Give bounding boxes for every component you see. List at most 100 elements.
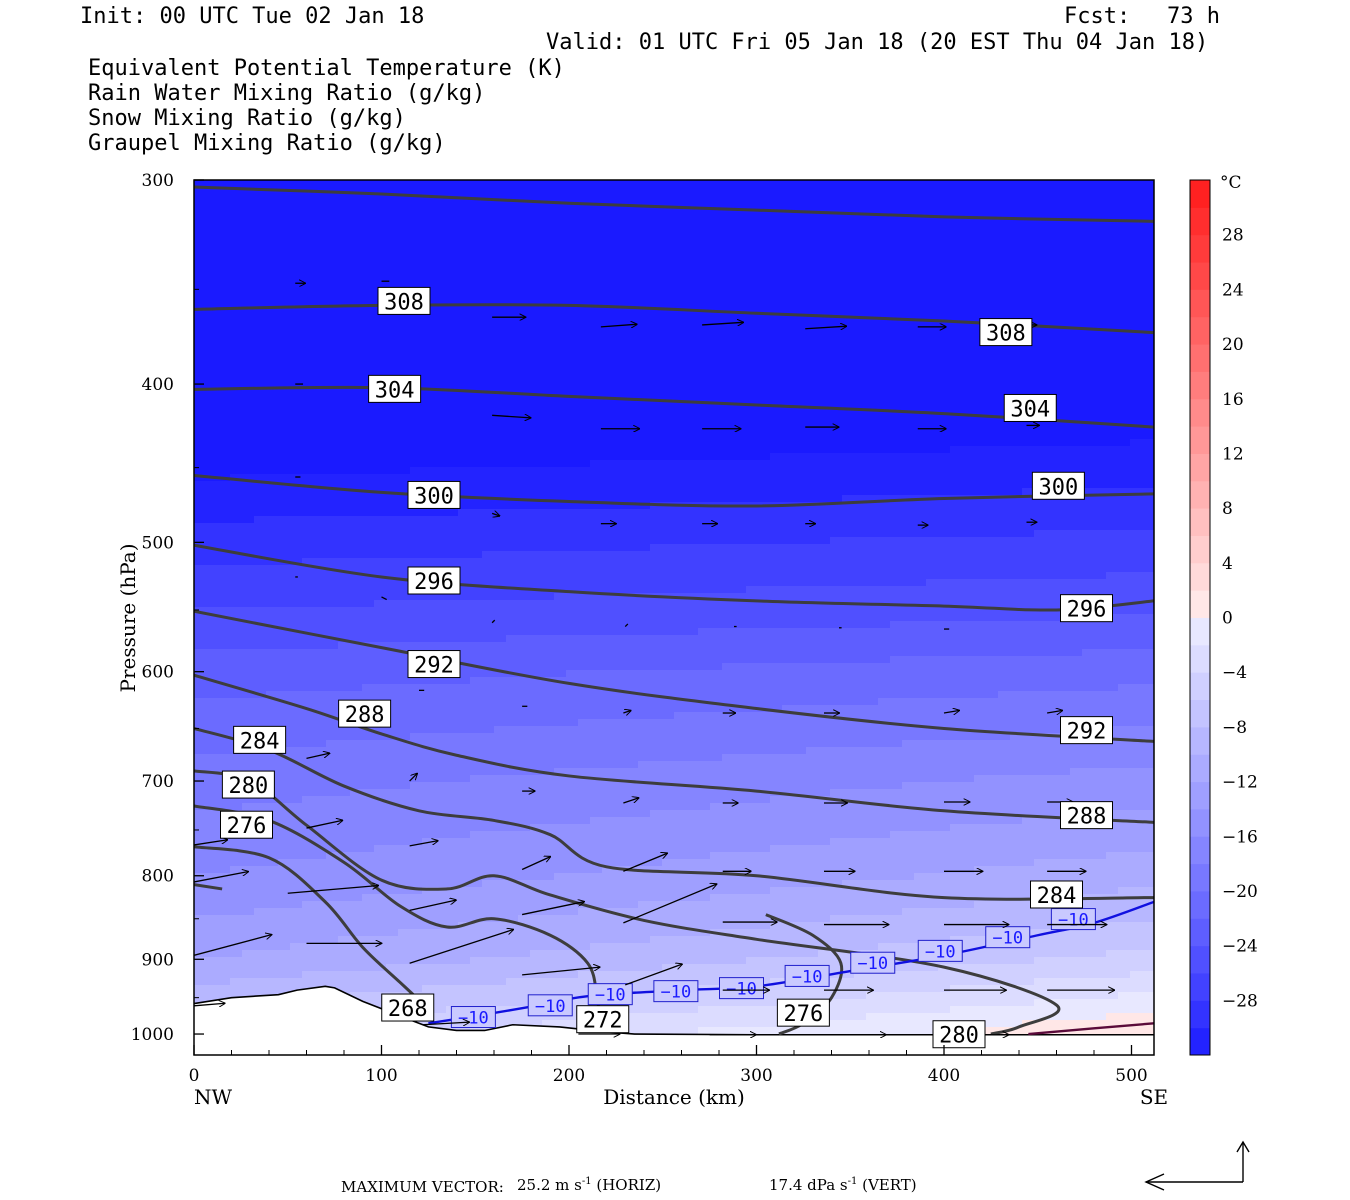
shade-cell — [926, 348, 939, 356]
shade-cell — [422, 460, 435, 468]
shade-cell — [770, 327, 783, 335]
shade-cell — [422, 327, 435, 335]
shade-cell — [1046, 313, 1059, 321]
shade-cell — [362, 292, 375, 300]
shade-cell — [986, 355, 999, 363]
shade-cell — [1118, 551, 1131, 559]
shade-cell — [458, 418, 471, 426]
shade-cell — [866, 257, 879, 265]
shade-cell — [914, 593, 927, 601]
shade-cell — [278, 215, 291, 223]
shade-cell — [434, 411, 447, 419]
shade-cell — [242, 320, 255, 328]
shade-cell — [1094, 495, 1107, 503]
shade-cell — [254, 369, 267, 377]
shade-cell — [554, 320, 567, 328]
shade-cell — [1094, 271, 1107, 279]
shade-cell — [554, 600, 567, 608]
shade-cell — [842, 271, 855, 279]
shade-cell — [1094, 481, 1107, 489]
shade-cell — [614, 250, 627, 258]
shade-cell — [782, 439, 795, 447]
shade-cell — [998, 187, 1011, 195]
shade-cell — [602, 439, 615, 447]
shade-cell — [326, 229, 339, 237]
shade-cell — [1070, 390, 1083, 398]
shade-cell — [854, 565, 867, 573]
shade-cell — [626, 257, 639, 265]
shade-cell — [458, 369, 471, 377]
shade-cell — [650, 229, 663, 237]
shade-cell — [1082, 439, 1095, 447]
shade-cell — [218, 439, 231, 447]
shade-cell — [830, 425, 843, 433]
shade-cell — [194, 250, 207, 258]
shade-cell — [518, 544, 531, 552]
shade-cell — [878, 278, 891, 286]
shade-cell — [494, 586, 507, 594]
shade-cell — [194, 257, 207, 265]
shade-cell — [398, 229, 411, 237]
shade-cell — [938, 565, 951, 573]
shade-cell — [422, 523, 435, 531]
shade-cell — [950, 327, 963, 335]
shade-cell — [542, 348, 555, 356]
shade-cell — [830, 243, 843, 251]
shade-cell — [782, 418, 795, 426]
shade-cell — [806, 285, 819, 293]
shade-cell — [1082, 320, 1095, 328]
shade-cell — [890, 250, 903, 258]
shade-cell — [194, 446, 207, 454]
shade-cell — [506, 418, 519, 426]
shade-cell — [638, 544, 651, 552]
shade-cell — [1082, 187, 1095, 195]
shade-cell — [818, 285, 831, 293]
shade-cell — [926, 299, 939, 307]
shade-cell — [590, 194, 603, 202]
shade-cell — [830, 397, 843, 405]
shade-cell — [1046, 264, 1059, 272]
shade-cell — [758, 341, 771, 349]
shade-cell — [578, 530, 591, 538]
shade-cell — [230, 390, 243, 398]
shade-cell — [1106, 264, 1119, 272]
shade-cell — [362, 425, 375, 433]
shade-cell — [1058, 278, 1071, 286]
shade-cell — [746, 229, 759, 237]
shade-cell — [986, 404, 999, 412]
shade-cell — [1046, 201, 1059, 209]
shade-cell — [542, 208, 555, 216]
shade-cell — [770, 579, 783, 587]
shade-cell — [842, 285, 855, 293]
shade-cell — [674, 607, 687, 615]
shade-cell — [602, 432, 615, 440]
shade-cell — [758, 425, 771, 433]
shade-cell — [902, 516, 915, 524]
shade-cell — [938, 551, 951, 559]
shade-cell — [218, 299, 231, 307]
shade-cell — [566, 600, 579, 608]
shade-cell — [434, 537, 447, 545]
shade-cell — [518, 516, 531, 524]
shade-cell — [974, 348, 987, 356]
shade-cell — [434, 264, 447, 272]
shade-cell — [194, 614, 207, 622]
shade-cell — [650, 446, 663, 454]
shade-cell — [482, 551, 495, 559]
shade-cell — [794, 593, 807, 601]
shade-cell — [350, 250, 363, 258]
shade-cell — [1106, 306, 1119, 314]
shade-cell — [1082, 425, 1095, 433]
shade-cell — [1094, 425, 1107, 433]
shade-cell — [290, 579, 303, 587]
shade-cell — [554, 285, 567, 293]
shade-cell — [422, 446, 435, 454]
shade-cell — [710, 369, 723, 377]
shade-cell — [890, 327, 903, 335]
shade-cell — [770, 278, 783, 286]
shade-cell — [470, 243, 483, 251]
shade-cell — [638, 502, 651, 510]
shade-cell — [818, 523, 831, 531]
shade-cell — [926, 586, 939, 594]
shade-cell — [890, 243, 903, 251]
